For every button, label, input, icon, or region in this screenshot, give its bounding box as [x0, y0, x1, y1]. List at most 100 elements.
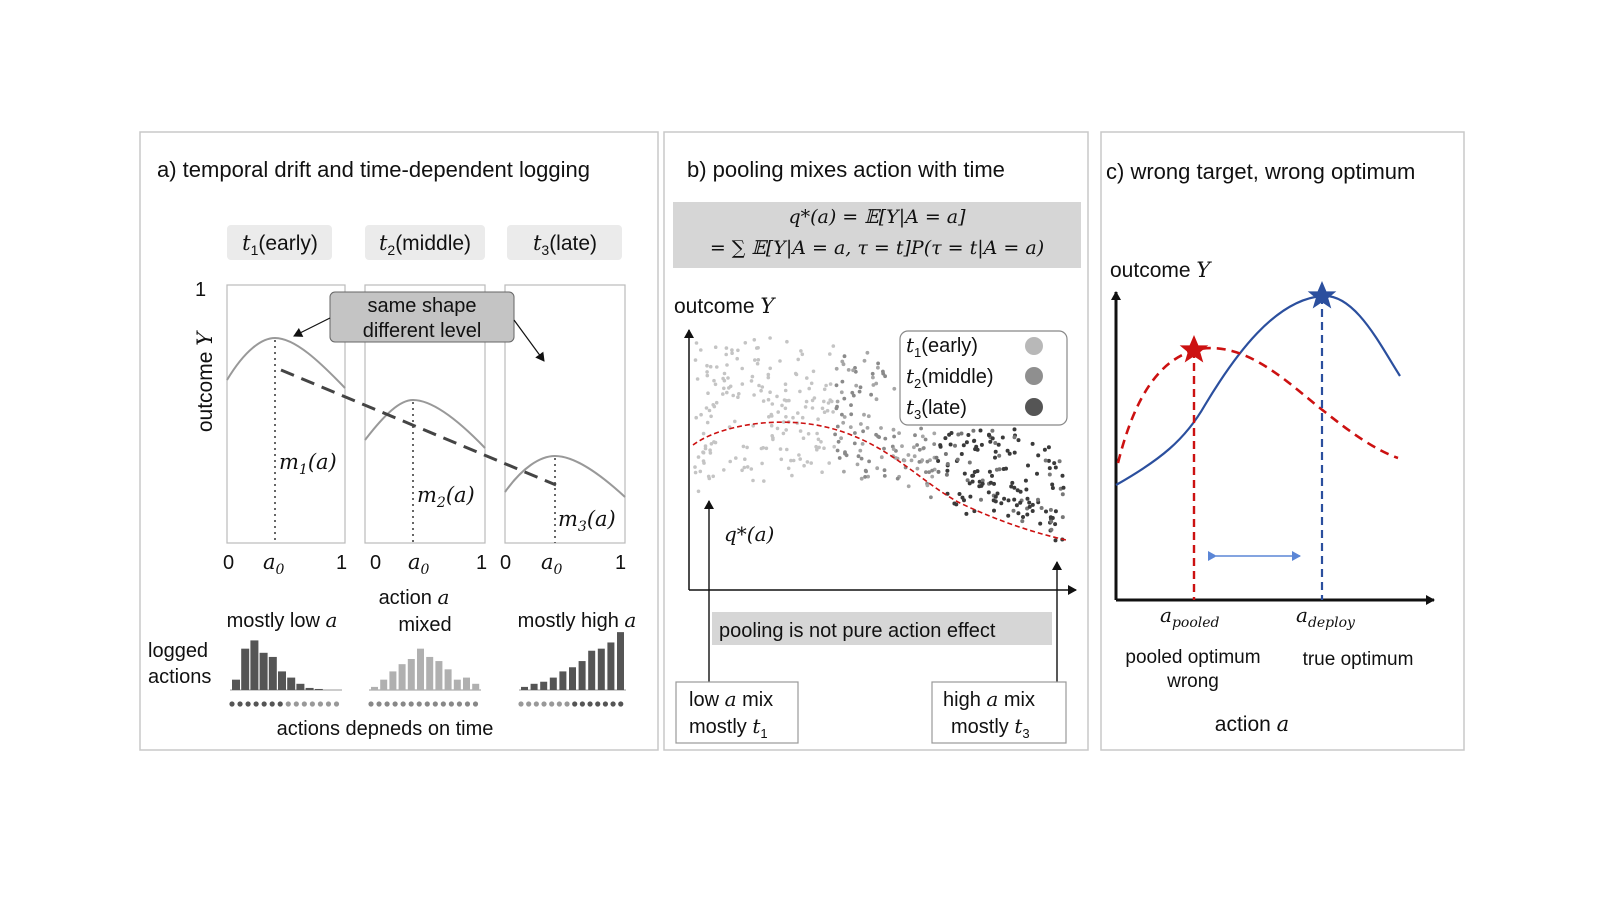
scatter-point: [805, 460, 810, 464]
hist-bar-middle: [371, 686, 378, 690]
scatter-point: [781, 431, 786, 436]
scatter-point: [994, 467, 999, 472]
scatter-point: [849, 412, 854, 417]
scatter-point: [1000, 435, 1005, 440]
m1-label: m1(a): [279, 450, 337, 478]
scatter-point: [703, 446, 708, 451]
panel-b: b) pooling mixes action with time q*(a) …: [663, 131, 1089, 751]
scatter-point: [972, 438, 977, 443]
scatter-point: [722, 468, 726, 472]
panel-b-title: b) pooling mixes action with time: [687, 157, 1005, 182]
svg-text:high a mix: high a mix: [943, 687, 1035, 711]
hist-bar-early: [232, 679, 240, 690]
scatter-point: [771, 436, 775, 440]
scatter-point: [730, 348, 734, 352]
scatter-point: [802, 463, 806, 468]
scatter-point: [775, 394, 779, 399]
scatter-point: [805, 376, 809, 380]
scatter-point: [826, 401, 831, 405]
scatter-point: [712, 440, 716, 444]
scatter-point: [1060, 515, 1065, 520]
scatter-point: [996, 442, 1001, 447]
scatter-point: [810, 406, 815, 410]
scatter-point: [1053, 465, 1058, 470]
scatter-point: [1011, 508, 1016, 513]
period-chip-late: t3(late): [507, 225, 622, 260]
hist-bar-late: [559, 671, 567, 690]
scatter-point: [1061, 485, 1066, 490]
scatter-point: [745, 465, 750, 469]
hist-bar-early: [287, 677, 296, 690]
scatter-point: [767, 415, 771, 419]
hist-bar-middle: [380, 679, 388, 690]
scatter-point: [712, 378, 716, 383]
scatter-point: [819, 440, 823, 444]
action-dot-middle: [432, 701, 438, 707]
scatter-point: [893, 456, 898, 460]
curve-label: q*(a): [724, 522, 774, 546]
scatter-point: [842, 354, 847, 359]
tick-0-late: 0: [500, 552, 511, 574]
true-caption: true optimum: [1303, 649, 1414, 670]
panel-c: c) wrong target, wrong optimum outcome Y…: [1100, 131, 1465, 751]
hist-bar-early: [241, 648, 250, 690]
panel-c-title: c) wrong target, wrong optimum: [1106, 159, 1415, 184]
scatter-point: [784, 428, 788, 432]
scatter-point: [713, 382, 718, 387]
scatter-point: [737, 392, 741, 396]
scatter-point: [848, 425, 853, 429]
scatter-point: [932, 431, 937, 436]
scatter-point: [840, 412, 844, 417]
scatter-point: [915, 443, 919, 447]
scatter-point: [993, 441, 998, 445]
true-star-icon: [1307, 281, 1337, 309]
scatter-point: [705, 420, 710, 425]
scatter-point: [778, 447, 783, 451]
a-pooled-label: apooled: [1160, 603, 1220, 631]
m2-label: m2(a): [417, 483, 475, 511]
scatter-point: [834, 406, 839, 411]
scatter-point: [977, 479, 982, 484]
scatter-point: [972, 509, 977, 514]
scatter-point: [769, 423, 774, 428]
scatter-point: [842, 415, 847, 419]
scatter-point: [752, 393, 756, 397]
mix-label-early: mostly low a: [227, 608, 338, 632]
scatter-point: [703, 444, 708, 448]
svg-text:mostly t3: mostly t3: [951, 714, 1030, 741]
scatter-point: [721, 376, 725, 381]
scatter-point: [801, 436, 806, 441]
scatter-point: [964, 511, 969, 516]
scatter-point: [842, 396, 847, 401]
scatter-point: [749, 379, 754, 383]
scatter-point: [862, 358, 867, 363]
scatter-point: [1016, 438, 1021, 443]
a-deploy-label: adeploy: [1296, 603, 1356, 631]
scatter-point: [707, 476, 712, 481]
scatter-point: [755, 346, 759, 350]
scatter-point: [1060, 473, 1065, 478]
hist-bar-late: [549, 677, 557, 690]
scatter-point: [856, 454, 861, 459]
scatter-point: [1012, 497, 1017, 502]
scatter-point: [693, 465, 697, 469]
panel-a-frame: [139, 131, 659, 751]
scatter-point: [1048, 515, 1053, 520]
scatter-point: [1044, 509, 1048, 514]
scatter-point: [995, 491, 1000, 496]
scatter-point: [1043, 458, 1048, 463]
action-dot-early: [333, 701, 340, 707]
hist-bar-late: [569, 667, 576, 690]
scatter-point: [699, 412, 703, 417]
scatter-point: [1038, 521, 1043, 526]
scatter-point: [1006, 513, 1011, 518]
scatter-point: [1030, 441, 1035, 446]
scatter-point: [876, 361, 880, 366]
scatter-point: [841, 362, 846, 367]
y-top-tick: 1: [195, 279, 206, 301]
scatter-point: [865, 350, 870, 355]
scatter-point: [783, 388, 788, 393]
curve-middle: [364, 398, 486, 449]
scatter-point: [1002, 496, 1007, 501]
scatter-point: [768, 366, 772, 371]
